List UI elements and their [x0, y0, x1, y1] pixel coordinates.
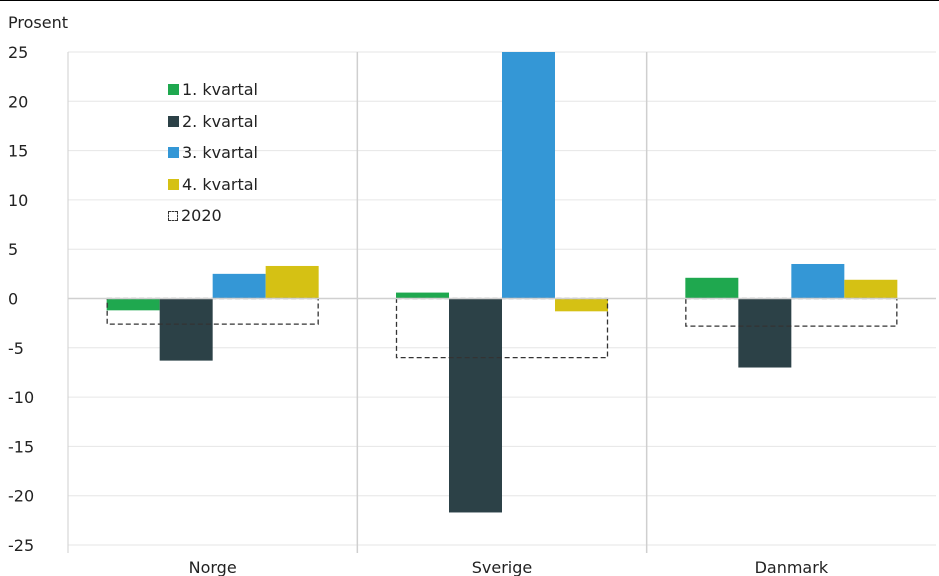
legend-item-q1: 1. kvartal: [168, 74, 258, 106]
legend-label-q3: 3. kvartal: [182, 143, 258, 162]
legend-swatch-q2: [168, 115, 179, 127]
x-tick-label: Sverige: [472, 558, 533, 576]
legend-item-2020: 2020: [168, 200, 258, 232]
x-tick-label: Norge: [189, 558, 237, 576]
y-tick-label: 15: [8, 142, 28, 161]
bar-3-kvartal: [791, 263, 845, 299]
legend-swatch-2020: [168, 210, 178, 221]
bar-2-kvartal: [449, 298, 502, 513]
legend-label-q2: 2. kvartal: [182, 111, 258, 131]
legend-swatch-q1: [168, 84, 179, 96]
y-tick-label: 20: [8, 92, 28, 111]
y-tick-label: 5: [8, 240, 18, 259]
legend-label-2020: 2020: [181, 206, 222, 225]
legend: 1. kvartal 2. kvartal 3. kvartal 4. kvar…: [168, 74, 258, 232]
top-border: [0, 0, 939, 1]
y-tick-label: -15: [8, 437, 34, 456]
bar-4-kvartal: [555, 298, 608, 312]
legend-item-q3: 3. kvartal: [168, 137, 258, 169]
bar-2-kvartal: [738, 298, 792, 368]
legend-item-q2: 2. kvartal: [168, 106, 258, 138]
bar-1-kvartal: [106, 298, 160, 311]
bar-1-kvartal: [685, 277, 739, 299]
y-tick-label: -25: [8, 536, 34, 555]
y-tick-label: 10: [8, 191, 28, 210]
y-tick-label: 0: [8, 290, 18, 309]
bar-2-kvartal: [159, 298, 213, 361]
legend-label-q4: 4. kvartal: [182, 174, 258, 194]
y-tick-label: -5: [8, 339, 24, 358]
y-tick-label: -10: [8, 388, 34, 407]
x-tick-label: Danmark: [755, 558, 829, 576]
legend-swatch-q4: [168, 178, 179, 190]
bar-1-kvartal: [396, 292, 449, 299]
y-axis-label: Prosent: [8, 13, 68, 32]
bar-3-kvartal: [212, 273, 266, 299]
legend-swatch-q3: [168, 147, 179, 159]
y-tick-label: 25: [8, 43, 28, 62]
legend-item-q4: 4. kvartal: [168, 169, 258, 201]
legend-label-q1: 1. kvartal: [182, 80, 258, 99]
bar-3-kvartal: [502, 52, 555, 299]
bar-4-kvartal: [265, 265, 319, 299]
bar-4-kvartal: [844, 279, 898, 299]
y-tick-label: -20: [8, 487, 34, 506]
